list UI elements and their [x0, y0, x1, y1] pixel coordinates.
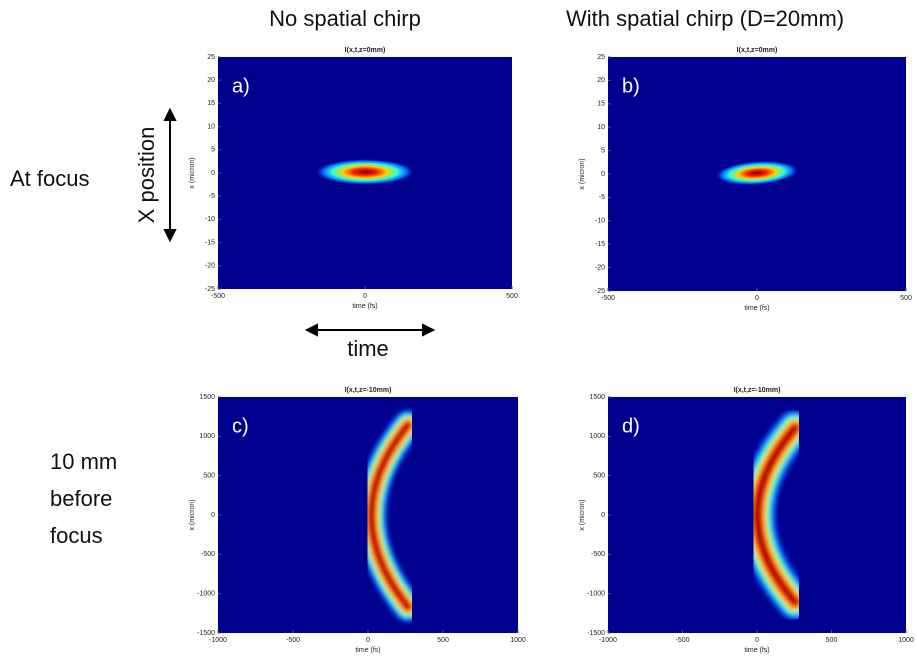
y-tick-label: 500	[593, 473, 605, 480]
y-tick-label: -15	[595, 241, 605, 248]
y-tick-label: -25	[205, 286, 215, 293]
column-title: With spatial chirp (D=20mm)	[566, 6, 844, 31]
y-tick-label: 1000	[589, 433, 605, 440]
y-axis-label: x (micron)	[189, 499, 196, 530]
y-tick-label: -500	[591, 551, 605, 558]
y-tick-label: 0	[601, 171, 605, 178]
intensity-images	[315, 159, 813, 622]
panel-label: d)	[622, 415, 640, 437]
y-tick-label: -20	[595, 264, 605, 271]
y-tick-label: -5	[599, 194, 605, 201]
panel-label: c)	[232, 415, 249, 437]
row-label: before	[50, 486, 112, 511]
y-tick-label: 1500	[199, 394, 215, 401]
x-tick-label: -1000	[209, 637, 227, 644]
y-tick-label: 25	[207, 54, 215, 61]
x-tick-label: 0	[363, 293, 367, 300]
y-tick-label: -25	[595, 288, 605, 295]
y-tick-label: 0	[211, 512, 215, 519]
x-tick-label: 500	[900, 295, 912, 302]
x-tick-label: 500	[506, 293, 518, 300]
x-axis-label: time (fs)	[744, 305, 769, 312]
x-tick-label: 0	[755, 295, 759, 302]
y-tick-label: -1500	[587, 630, 605, 637]
x-tick-label: -500	[601, 295, 615, 302]
axis-annotation: time	[347, 336, 389, 361]
y-tick-label: 5	[601, 147, 605, 154]
row-label: At focus	[10, 166, 89, 191]
panel-title: I(x,t,z=-10mm)	[734, 387, 781, 394]
y-axis-label: x (micron)	[579, 158, 586, 189]
y-axis-label: x (micron)	[579, 499, 586, 530]
y-tick-label: -5	[209, 193, 215, 200]
y-tick-label: 1500	[589, 394, 605, 401]
y-tick-label: 500	[203, 473, 215, 480]
y-tick-label: 1000	[199, 433, 215, 440]
x-tick-label: 500	[437, 637, 449, 644]
y-tick-label: 25	[597, 54, 605, 61]
y-tick-label: -15	[205, 239, 215, 246]
y-tick-label: 10	[597, 124, 605, 131]
y-tick-label: 5	[211, 147, 215, 154]
x-axis-label: time (fs)	[355, 647, 380, 654]
x-tick-label: 500	[826, 637, 838, 644]
pulse-image	[715, 160, 799, 186]
x-tick-label: 1000	[510, 637, 526, 644]
pulse-image	[739, 410, 813, 620]
panel-label: b)	[622, 75, 640, 97]
y-tick-label: -10	[595, 218, 605, 225]
y-tick-label: -10	[205, 216, 215, 223]
y-tick-label: 0	[211, 170, 215, 177]
panel-label: a)	[232, 75, 250, 97]
arrow	[163, 107, 436, 337]
y-axis-label: x (micron)	[189, 157, 196, 188]
row-label: 10 mm	[50, 449, 117, 474]
pulse-image	[315, 159, 415, 185]
x-axis-label: time (fs)	[744, 647, 769, 654]
x-tick-label: -1000	[599, 637, 617, 644]
y-tick-label: 20	[207, 77, 215, 84]
x-tick-label: 0	[366, 637, 370, 644]
y-tick-label: -20	[205, 263, 215, 270]
axis-annotation: X position	[134, 127, 159, 224]
x-tick-label: -500	[211, 293, 225, 300]
pulse-image	[356, 410, 423, 622]
panel-title: I(x,t,z=0mm)	[345, 47, 386, 54]
x-tick-label: 1000	[898, 637, 914, 644]
y-tick-label: -1500	[197, 630, 215, 637]
y-tick-label: 20	[597, 77, 605, 84]
panel-title: I(x,t,z=0mm)	[737, 47, 778, 54]
x-axis-label: time (fs)	[352, 303, 377, 310]
y-tick-label: 15	[597, 101, 605, 108]
x-tick-label: -500	[675, 637, 689, 644]
y-tick-label: -500	[201, 551, 215, 558]
y-tick-label: 15	[207, 100, 215, 107]
panel-title: I(x,t,z=-10mm)	[345, 387, 392, 394]
y-tick-label: 10	[207, 123, 215, 130]
y-tick-label: 0	[601, 512, 605, 519]
y-tick-label: -1000	[197, 591, 215, 598]
column-title: No spatial chirp	[269, 6, 421, 31]
x-tick-label: -500	[286, 637, 300, 644]
row-label: focus	[50, 523, 103, 548]
x-tick-label: 0	[755, 637, 759, 644]
y-tick-label: -1000	[587, 591, 605, 598]
